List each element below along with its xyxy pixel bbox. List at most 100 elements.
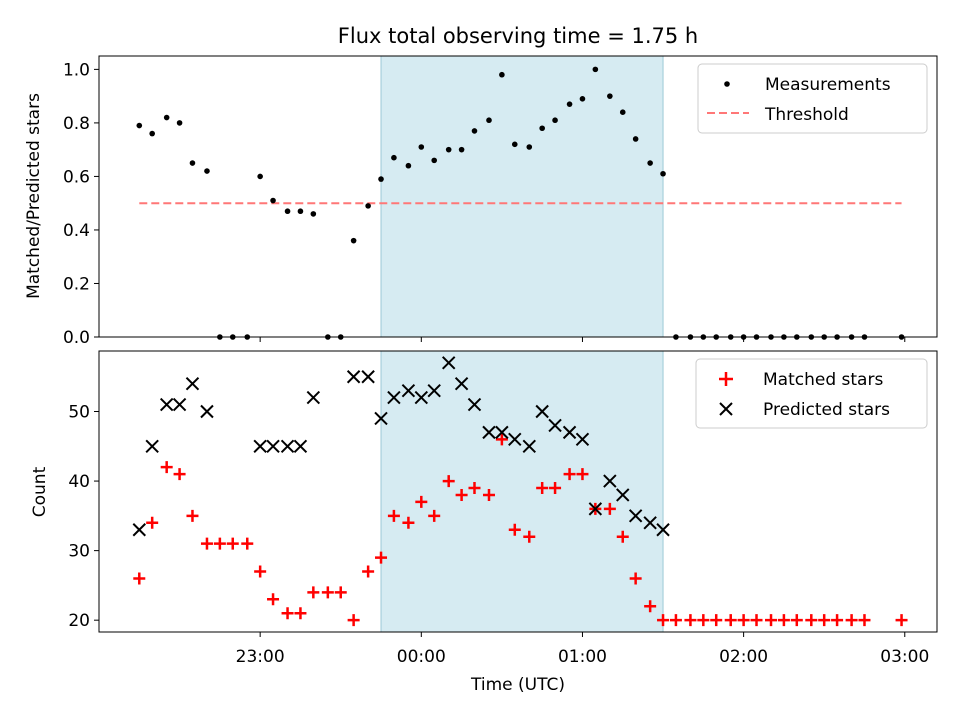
- matched-star-point: [334, 586, 347, 599]
- matched-star-point: [347, 614, 360, 627]
- measurement-point: [486, 117, 492, 124]
- predicted-star-point: [346, 370, 361, 384]
- legend-measurements-marker: [724, 81, 730, 87]
- predicted-star-point: [185, 376, 200, 391]
- predicted-star-point: [656, 523, 670, 537]
- matched-star-point: [173, 468, 186, 481]
- predicted-star-point: [575, 432, 590, 447]
- legend-measurements-label: Measurements: [765, 75, 891, 95]
- measurement-point: [391, 154, 397, 161]
- x-tick-label: 01:00: [558, 647, 607, 667]
- matched-star-point: [536, 482, 549, 495]
- predicted-star-point: [522, 439, 536, 453]
- top-y-tick-label: 0.4: [63, 221, 90, 241]
- measurement-point: [552, 117, 558, 124]
- predicted-star-point: [616, 488, 630, 502]
- measurement-point: [607, 93, 613, 99]
- top-y-ticks: 0.0 0.2 0.4 0.6 0.8 1.0: [63, 60, 99, 348]
- measurement-point: [405, 162, 412, 169]
- matched-star-point: [160, 461, 173, 474]
- measurement-point: [310, 211, 317, 217]
- matched-star-point: [790, 614, 803, 627]
- measurement-point: [418, 144, 425, 150]
- measurement-point: [566, 101, 573, 107]
- matched-star-point: [415, 495, 428, 508]
- measurement-point: [619, 109, 626, 115]
- x-tick-label: 23:00: [236, 647, 285, 667]
- matched-star-point: [307, 586, 320, 599]
- measurement-point: [592, 66, 599, 73]
- matched-star-point: [831, 614, 844, 627]
- predicted-star-point: [253, 439, 267, 453]
- measurement-point: [431, 157, 438, 164]
- matched-star-point: [644, 600, 657, 613]
- chart-title: Flux total observing time = 1.75 h: [338, 24, 698, 48]
- measurement-point: [526, 144, 533, 150]
- legend-predicted-marker: [719, 402, 733, 416]
- matched-star-point: [684, 614, 697, 627]
- matched-star-point: [563, 468, 576, 481]
- measurement-point: [149, 130, 155, 137]
- predicted-star-point: [414, 390, 429, 405]
- predicted-star-point: [159, 397, 174, 412]
- matched-star-point: [241, 537, 254, 550]
- measurement-point: [511, 141, 518, 148]
- bottom-y-tick-label: 20: [68, 611, 90, 631]
- predicted-star-point: [603, 474, 617, 488]
- legend-matched-label: Matched stars: [763, 370, 883, 390]
- bottom-legend: Matched stars Predicted stars: [695, 358, 928, 429]
- matched-star-point: [576, 468, 589, 481]
- top-y-tick-label: 0.2: [63, 274, 90, 294]
- predicted-star-point: [562, 425, 577, 440]
- measurement-point: [136, 122, 143, 129]
- matched-star-point: [549, 482, 562, 495]
- predicted-star-point: [495, 425, 509, 440]
- measurement-point: [350, 237, 357, 244]
- predicted-star-point: [374, 411, 388, 426]
- measurement-point: [176, 120, 183, 126]
- measurement-point: [284, 208, 291, 215]
- bottom-y-tick-label: 30: [68, 542, 90, 562]
- measurement-point: [471, 128, 478, 134]
- bottom-y-ticks: 20 30 40 50: [68, 403, 99, 631]
- legend-matched-marker: [719, 372, 733, 386]
- measurement-point: [189, 160, 196, 166]
- measurement-point: [458, 146, 465, 153]
- matched-star-point: [697, 614, 710, 627]
- legend-threshold-label: Threshold: [764, 105, 849, 125]
- measurement-point: [445, 146, 452, 153]
- measurement-point: [660, 170, 666, 177]
- bottom-y-tick-label: 50: [68, 403, 90, 423]
- predicted-star-point: [145, 439, 159, 453]
- matched-star-point: [321, 586, 334, 599]
- predicted-star-point: [482, 425, 496, 440]
- matched-star-point: [428, 509, 441, 522]
- matched-star-point: [805, 614, 818, 627]
- matched-star-point: [254, 565, 267, 578]
- measurement-point: [365, 203, 371, 209]
- measurement-point: [270, 197, 276, 204]
- matched-star-point: [455, 488, 468, 501]
- predicted-star-point: [280, 439, 295, 453]
- measurement-point: [647, 160, 653, 166]
- ratio-panel: 0.0 0.2 0.4 0.6 0.8 1.0 Flux total observing …: [24, 24, 938, 348]
- matched-star-point: [508, 523, 521, 536]
- predicted-star-point: [387, 390, 401, 405]
- measurement-point: [257, 173, 263, 180]
- matched-star-point: [226, 537, 239, 550]
- top-y-tick-label: 0.8: [63, 114, 90, 134]
- matched-star-point: [710, 614, 723, 627]
- measurement-point: [499, 71, 505, 78]
- matched-star-point: [294, 607, 307, 620]
- top-legend: Measurements Threshold: [697, 63, 928, 134]
- count-panel: 20 30 40 50 23:00 00:00 01:00 02:00 03:00 Count…: [30, 350, 938, 695]
- predicted-star-point: [643, 516, 657, 530]
- predicted-star-point: [588, 502, 603, 516]
- matched-star-point: [468, 482, 481, 495]
- predicted-star-point: [427, 383, 441, 398]
- predicted-star-point: [306, 390, 321, 405]
- matched-star-point: [616, 530, 629, 543]
- bottom-legend-box: [695, 358, 928, 429]
- matched-star-point: [858, 614, 871, 627]
